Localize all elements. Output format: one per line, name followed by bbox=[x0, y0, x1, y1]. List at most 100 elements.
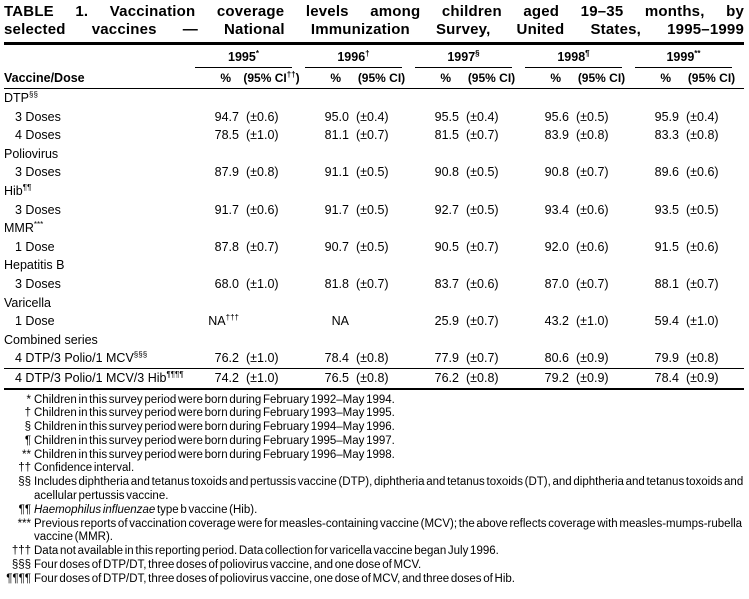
column-header-row: Vaccine/Dose % (95% CI††)% (95% CI)% (95% C… bbox=[4, 68, 744, 86]
ci-cell: (±0.7) bbox=[686, 276, 719, 291]
table-header: 1995* 1996† 1997§ 1998¶ 1999** Vaccine/Dose … bbox=[4, 49, 744, 89]
ci-header: (95% CI††) bbox=[243, 70, 300, 86]
footnote-text: Data not available in this reporting per… bbox=[34, 545, 499, 558]
pct-cell: 79.2 bbox=[544, 370, 569, 385]
ci-cell: (±1.0) bbox=[246, 370, 279, 385]
row-label: 3 Doses bbox=[15, 109, 61, 124]
pct-cell: 79.9 bbox=[654, 351, 679, 366]
table-data-row: 4 DTP/3 Polio/1 MCV§§§ 76.2 (±1.0) 78.4 (±0.… bbox=[4, 349, 744, 368]
footnote-marker-sup: ¶¶ bbox=[22, 182, 32, 192]
footnote-item: †† Confidence interval. bbox=[4, 462, 744, 476]
ci-cell: (±0.6) bbox=[686, 239, 719, 254]
vaccine-dose-header: Vaccine/Dose bbox=[4, 71, 85, 85]
ci-cell: (±0.5) bbox=[356, 202, 389, 217]
ci-cell: (±0.7) bbox=[356, 276, 389, 291]
ci-cell: (±0.8) bbox=[576, 128, 609, 143]
footnote-text: Haemophilus influenzae type b vaccine (H… bbox=[34, 503, 258, 516]
pct-cell: 76.5 bbox=[324, 370, 349, 385]
pct-cell: 83.3 bbox=[654, 128, 679, 143]
footnotes-section: * Children in this survey period were bor… bbox=[4, 390, 744, 587]
footnote-marker: ¶ bbox=[24, 434, 31, 447]
ci-cell: (±0.9) bbox=[576, 351, 609, 366]
row-label: 4 Doses bbox=[15, 128, 61, 143]
pct-cell: 74.2 bbox=[214, 370, 239, 385]
row-label: 3 Doses bbox=[15, 202, 61, 217]
table-data-row: 1 Dose 87.8 (±0.7) 90.7 (±0.5) 90.5 (±0.7) 92.0… bbox=[4, 238, 744, 257]
pct-cell: 76.2 bbox=[214, 351, 239, 366]
footnote-text: Confidence interval. bbox=[34, 462, 135, 475]
pct-cell: 83.7 bbox=[434, 276, 459, 291]
footnote-marker-sup: †† bbox=[286, 70, 296, 79]
section-label: Varicella bbox=[4, 295, 52, 310]
ci-cell: (±0.8) bbox=[686, 128, 719, 143]
section-label: Hepatitis B bbox=[4, 258, 65, 273]
ci-header: (95% CI) bbox=[577, 71, 626, 85]
table-data-row: 4 DTP/3 Polio/1 MCV/3 Hib¶¶¶¶ 74.2 (±1.0) 7… bbox=[4, 367, 744, 388]
pct-cell: 78.4 bbox=[654, 370, 679, 385]
ci-cell: (±0.5) bbox=[356, 165, 389, 180]
footnote-item: § Children in this survey period were bor… bbox=[4, 421, 744, 435]
table-section-row: MMR*** bbox=[4, 219, 744, 238]
pct-cell: 93.5 bbox=[654, 202, 679, 217]
ci-cell: (±0.6) bbox=[466, 276, 499, 291]
table-body: DTP§§ 3 Doses 94.7 (±0.6) 95.0 (±0.4) 95.5 (±0.… bbox=[4, 89, 744, 388]
ci-cell: (±1.0) bbox=[246, 351, 279, 366]
table-title-line-2: selected vaccines — National Immunizatio… bbox=[4, 20, 744, 38]
section-label: Combined series bbox=[4, 332, 98, 347]
ci-cell: (±0.4) bbox=[686, 109, 719, 124]
ci-cell: (±0.8) bbox=[466, 370, 499, 385]
pct-header: % bbox=[330, 71, 341, 85]
ci-cell: (±0.7) bbox=[466, 351, 499, 366]
ci-cell: (±0.5) bbox=[686, 202, 719, 217]
pct-cell: 87.9 bbox=[214, 165, 239, 180]
year-row-spacer bbox=[4, 50, 194, 68]
row-label: 1 Dose bbox=[15, 239, 55, 254]
footnote-marker: § bbox=[24, 421, 31, 434]
pct-cell: NA bbox=[331, 314, 349, 329]
table-section-row: Hib¶¶ bbox=[4, 182, 744, 201]
footnote-marker: *** bbox=[17, 517, 31, 530]
ci-cell: (±0.5) bbox=[466, 202, 499, 217]
table-title: TABLE 1. Vaccination coverage levels amo… bbox=[4, 3, 744, 38]
section-label: Hib¶¶ bbox=[4, 182, 32, 198]
footnote-item: * Children in this survey period were bor… bbox=[4, 394, 744, 408]
year-header-row: 1995* 1996† 1997§ 1998¶ 1999** bbox=[4, 49, 744, 68]
pct-cell: 92.0 bbox=[544, 239, 569, 254]
ci-cell: (±0.8) bbox=[246, 165, 279, 180]
ci-cell: (±0.5) bbox=[576, 109, 609, 124]
footnote-marker-sup: §§ bbox=[29, 89, 38, 99]
footnote-text: Children in this survey period were born… bbox=[34, 421, 395, 434]
pct-cell: 90.7 bbox=[324, 239, 349, 254]
pct-cell: 90.8 bbox=[544, 165, 569, 180]
table-body-wrap: DTP§§ 3 Doses 94.7 (±0.6) 95.0 (±0.4) 95.5 (±0.… bbox=[4, 89, 744, 390]
footnote-text: Children in this survey period were born… bbox=[34, 448, 395, 461]
ci-cell: (±0.7) bbox=[576, 276, 609, 291]
pct-cell: 78.4 bbox=[324, 351, 349, 366]
pct-cell: 81.8 bbox=[324, 276, 349, 291]
row-label: 3 Doses bbox=[15, 165, 61, 180]
pct-cell: 77.9 bbox=[434, 351, 459, 366]
footnote-text: Four doses of DTP/DT, three doses of pol… bbox=[34, 572, 515, 585]
footnote-item: † Children in this survey period were bor… bbox=[4, 407, 744, 421]
table-data-row: 3 Doses 91.7 (±0.6) 91.7 (±0.5) 92.7 (±0.5) 93.… bbox=[4, 201, 744, 220]
ci-cell: (±1.0) bbox=[576, 314, 609, 329]
pct-cell: 59.4 bbox=[654, 314, 679, 329]
pct-cell: 83.9 bbox=[544, 128, 569, 143]
row-label: 4 DTP/3 Polio/1 MCV/3 Hib¶¶¶¶ bbox=[15, 369, 184, 385]
year-group-header: 1995* bbox=[195, 49, 292, 68]
ci-cell: (±0.6) bbox=[246, 202, 279, 217]
ci-cell: (±0.6) bbox=[246, 109, 279, 124]
pct-cell: 95.0 bbox=[324, 109, 349, 124]
footnote-text: Children in this survey period were born… bbox=[34, 434, 395, 447]
ci-cell: (±0.7) bbox=[246, 239, 279, 254]
ci-header: (95% CI) bbox=[467, 71, 516, 85]
footnote-item: §§ Includes diphtheria and tetanus toxoid… bbox=[4, 476, 744, 504]
pct-cell: 25.9 bbox=[434, 314, 459, 329]
pct-cell: 92.7 bbox=[434, 202, 459, 217]
footnote-marker: ¶¶ bbox=[18, 503, 31, 516]
table-section-row: Hepatitis B bbox=[4, 256, 744, 275]
pct-cell: 95.6 bbox=[544, 109, 569, 124]
ci-cell: (±0.7) bbox=[466, 128, 499, 143]
table-section-row: DTP§§ bbox=[4, 89, 744, 108]
